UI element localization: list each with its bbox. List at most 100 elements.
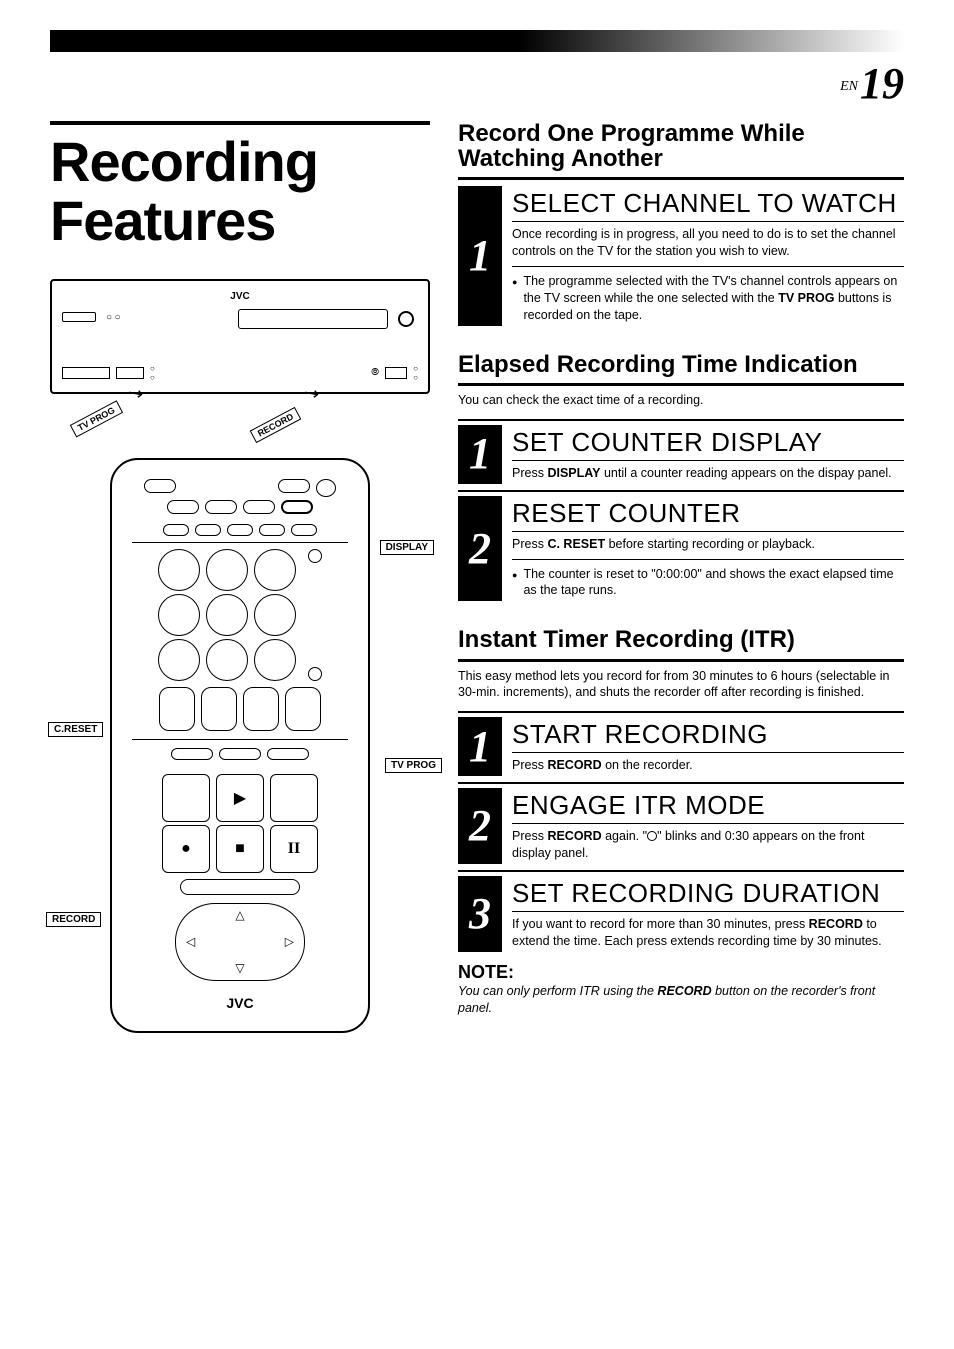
remote-num-btn-icon [206, 549, 248, 591]
main-title: Recording Features [50, 133, 430, 251]
heading-itr: Instant Timer Recording (ITR) [458, 627, 904, 652]
vcr-callout-record: RECORD [250, 406, 302, 442]
step-title: START RECORDING [512, 719, 904, 750]
vcr-leds-icon: ○ ○ [106, 312, 121, 323]
remote-btn-icon [259, 524, 285, 536]
nav-up-icon: △ [235, 908, 244, 923]
vcr-display-icon [238, 309, 388, 329]
remote-divider [132, 542, 348, 543]
vcr-jog-dial-icon [398, 311, 414, 327]
remote-num-btn-icon [158, 639, 200, 681]
title-rule [50, 121, 430, 125]
step-rule [512, 752, 904, 753]
remote-stop-icon: ■ [216, 825, 264, 873]
remote-tvprog-rocker-icon [285, 687, 321, 731]
heading-elapsed: Elapsed Recording Time Indication [458, 352, 904, 377]
section-rule [458, 177, 904, 180]
step-body-text: Press C. RESET before starting recording… [512, 536, 904, 553]
step-body-text: Once recording is in progress, all you n… [512, 226, 904, 260]
vcr-callout-tvprog: TV PROG [70, 400, 123, 437]
remote-btn-icon [243, 500, 275, 514]
right-column: Record One Programme While Watching Anot… [458, 121, 904, 1033]
vcr-slot-icon [62, 312, 96, 322]
page-lang: EN [840, 79, 858, 94]
remote-rocker-icon [243, 687, 279, 731]
section-rule [458, 711, 904, 713]
remote-brand: JVC [128, 995, 352, 1011]
remote-btn-icon [308, 549, 322, 563]
step-number: 1 [458, 425, 502, 484]
step-body-text: Press RECORD again. "" blinks and 0:30 a… [512, 828, 904, 862]
nav-right-icon: ▷ [285, 934, 294, 949]
heading-record-one: Record One Programme While Watching Anot… [458, 121, 904, 171]
step-rule [512, 460, 904, 461]
step-set-counter: 1 SET COUNTER DISPLAY Press DISPLAY unti… [458, 425, 904, 484]
step-number: 2 [458, 496, 502, 602]
step-select-channel: 1 SELECT CHANNEL TO WATCH Once recording… [458, 186, 904, 325]
section-rule [458, 870, 904, 872]
bullet-text: The programme selected with the TV's cha… [523, 273, 904, 324]
remote-rocker-icon [201, 687, 237, 731]
remote-btn-icon [167, 500, 199, 514]
step-rule [512, 221, 904, 222]
vcr-illustration: JVC ○ ○ ○○ ⦾ ○○ TV PROG RECORD [50, 279, 430, 434]
page-number-row: EN19 [50, 58, 904, 109]
intro-itr: This easy method lets you record for fro… [458, 668, 904, 702]
vcr-bottom-row: ○○ ⦾ ○○ [62, 364, 418, 382]
remote-btn-icon [195, 524, 221, 536]
vcr-body: JVC ○ ○ ○○ ⦾ ○○ [50, 279, 430, 394]
section-rule [458, 659, 904, 662]
remote-num-btn-icon [206, 594, 248, 636]
step-number: 2 [458, 788, 502, 864]
remote-power-icon [316, 479, 336, 497]
remote-num-btn-icon [158, 549, 200, 591]
remote-rocker-icon [159, 687, 195, 731]
remote-rew-icon [162, 774, 210, 822]
remote-num-btn-icon [254, 549, 296, 591]
step-title: RESET COUNTER [512, 498, 904, 529]
remote-label-display: DISPLAY [380, 540, 434, 555]
step-rule [512, 911, 904, 912]
remote-btn-icon [144, 479, 176, 493]
step-rule [512, 559, 904, 560]
step-rule [512, 823, 904, 824]
record-indicator-icon [647, 831, 657, 841]
remote-num-btn-icon [254, 594, 296, 636]
step-reset-counter: 2 RESET COUNTER Press C. RESET before st… [458, 496, 904, 602]
remote-play-icon: ▶ [216, 774, 264, 822]
remote-btn-icon [227, 524, 253, 536]
remote-btn-icon [267, 748, 309, 760]
section-rule [458, 383, 904, 386]
remote-divider [132, 739, 348, 740]
remote-btn-icon [163, 524, 189, 536]
section-rule [458, 419, 904, 421]
section-rule [458, 782, 904, 784]
remote-btn-icon [308, 667, 322, 681]
remote-pause-icon: II [270, 825, 318, 873]
remote-label-record: RECORD [46, 912, 101, 927]
step-body-text: Press DISPLAY until a counter reading ap… [512, 465, 904, 482]
remote-btn-icon [205, 500, 237, 514]
remote-num-btn-icon [158, 594, 200, 636]
remote-illustration: ▶ ●■II △ ▽ ◁ ▷ JVC DISPLAY C.RESET TV PR… [50, 458, 430, 1033]
remote-btn-icon [281, 500, 313, 514]
step-engage-itr: 2 ENGAGE ITR MODE Press RECORD again. ""… [458, 788, 904, 864]
remote-display-btn-icon [291, 524, 317, 536]
remote-body: ▶ ●■II △ ▽ ◁ ▷ JVC [110, 458, 370, 1033]
remote-btn-icon [171, 748, 213, 760]
vcr-eject-icon: ⦾ [371, 367, 379, 378]
step-bullet: The counter is reset to "0:00:00" and sh… [512, 566, 904, 600]
remote-num-btn-icon [254, 639, 296, 681]
remote-btn-icon [219, 748, 261, 760]
step-number: 1 [458, 186, 502, 325]
section-rule [458, 490, 904, 492]
vcr-indicator-icon: ○○ [150, 364, 155, 382]
remote-label-creset: C.RESET [48, 722, 103, 737]
step-rule [512, 266, 904, 267]
remote-label-tvprog: TV PROG [385, 758, 442, 773]
step-title: SET RECORDING DURATION [512, 878, 904, 909]
nav-down-icon: ▽ [235, 961, 244, 976]
step-title: ENGAGE ITR MODE [512, 790, 904, 821]
header-gradient-bar [50, 30, 904, 52]
remote-wide-btn-icon [180, 879, 300, 895]
